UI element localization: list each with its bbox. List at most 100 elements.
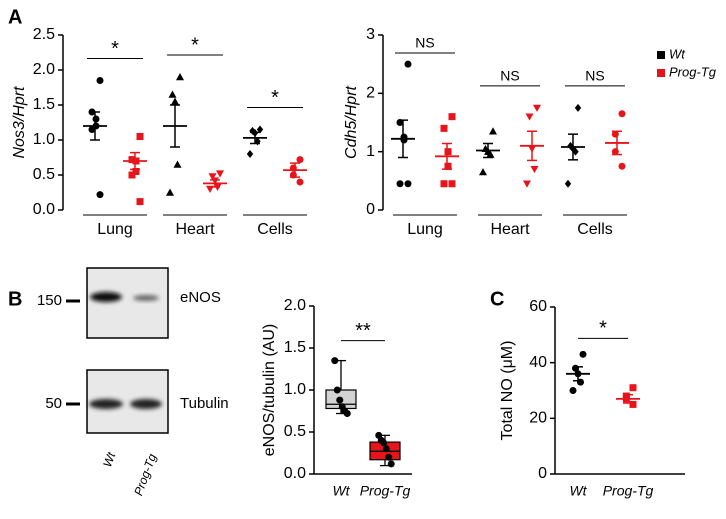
y-tick-label: 2 (366, 85, 375, 102)
band-label: Tubulin (180, 395, 229, 412)
y-tick-label: 1.5 (33, 96, 55, 113)
point (523, 180, 531, 188)
point (92, 115, 100, 123)
panel-label: C (490, 288, 504, 310)
y-tick-label: 1 (366, 143, 375, 160)
point (132, 168, 140, 175)
point (479, 168, 487, 176)
y-tick-label: 0.0 (33, 201, 55, 218)
point (343, 410, 351, 418)
point (96, 191, 104, 199)
significance-label: ** (355, 320, 371, 342)
significance-label: NS (585, 68, 604, 84)
point (574, 103, 582, 112)
x-tick-label: Heart (175, 221, 215, 238)
point (629, 384, 637, 392)
panel-label: B (8, 288, 22, 310)
point (128, 156, 136, 164)
x-tick-label: Lung (407, 221, 443, 238)
band-label: eNOS (180, 289, 221, 306)
blot-frame (86, 267, 169, 339)
y-tick-label: 1.5 (284, 339, 306, 356)
y-tick-label: 3 (366, 26, 375, 43)
point (569, 387, 577, 394)
point (171, 97, 179, 105)
significance-label: * (271, 87, 279, 109)
point (336, 396, 344, 404)
point (629, 400, 637, 408)
point (128, 171, 136, 179)
y-tick-label: 0.5 (284, 423, 306, 440)
y-tick-label: 20 (529, 410, 547, 427)
point (533, 104, 541, 112)
y-tick-label: 2.0 (284, 297, 306, 314)
legend-swatch (657, 69, 665, 77)
point (525, 113, 534, 121)
point (256, 125, 264, 134)
point (382, 445, 390, 453)
blot-band (90, 292, 122, 302)
western-blot: 150 50 eNOS Tubulin Wt Prog-Tg (37, 267, 229, 498)
point (385, 453, 393, 461)
point (564, 179, 572, 188)
size-marker: 150 (37, 292, 62, 309)
point (387, 460, 395, 468)
point (216, 170, 224, 178)
point (96, 77, 104, 84)
significance-label: NS (500, 68, 519, 84)
point (176, 73, 184, 81)
point (208, 173, 217, 181)
legend-label: Prog-Tg (669, 64, 717, 79)
x-tick-label: Cells (257, 221, 293, 238)
y-tick-label: 1.0 (33, 131, 55, 148)
y-tick-label: 60 (529, 298, 547, 315)
point (489, 127, 497, 135)
point (88, 126, 96, 133)
point (331, 357, 339, 365)
y-axis-label: Total NO (μM) (499, 341, 516, 441)
lane-label: Prog-Tg (131, 452, 159, 498)
blot-band (89, 399, 123, 409)
point (572, 147, 579, 156)
point (396, 180, 404, 188)
x-tick-label: Cells (577, 221, 613, 238)
x-tick-label: Wt (332, 483, 350, 499)
point (618, 110, 626, 118)
y-tick-label: 0.0 (284, 465, 306, 482)
panel-label: A (8, 6, 22, 28)
y-axis-label: Nos3/Hprt (11, 86, 28, 159)
significance-label: * (191, 34, 199, 56)
significance-label: * (599, 318, 607, 340)
x-tick-label: Heart (490, 221, 530, 238)
point (400, 136, 408, 144)
point (168, 90, 177, 98)
point (404, 60, 412, 68)
y-tick-label: 1.0 (284, 381, 306, 398)
y-tick-label: 0 (538, 465, 547, 482)
y-tick-label: 0 (366, 201, 375, 218)
blot-band (130, 399, 162, 409)
point (448, 113, 456, 121)
point (579, 350, 587, 358)
x-tick-label: Wt (569, 483, 587, 499)
point (380, 439, 388, 447)
point (530, 165, 539, 174)
point (444, 148, 452, 156)
y-tick-label: 40 (529, 354, 547, 371)
y-tick-label: 2.5 (33, 26, 55, 43)
point (444, 162, 452, 170)
y-tick-label: 0.5 (33, 166, 55, 183)
point (296, 156, 304, 164)
point (173, 160, 182, 168)
y-tick-label: 2.0 (33, 61, 55, 78)
point (448, 180, 456, 188)
point (246, 150, 254, 158)
point (333, 386, 341, 394)
point (166, 188, 174, 196)
point (404, 180, 412, 188)
y-axis-label: Cdh5/Hprt (343, 85, 360, 158)
x-tick-label: Prog-Tg (360, 483, 411, 499)
point (249, 126, 256, 135)
legend-swatch (657, 51, 665, 59)
